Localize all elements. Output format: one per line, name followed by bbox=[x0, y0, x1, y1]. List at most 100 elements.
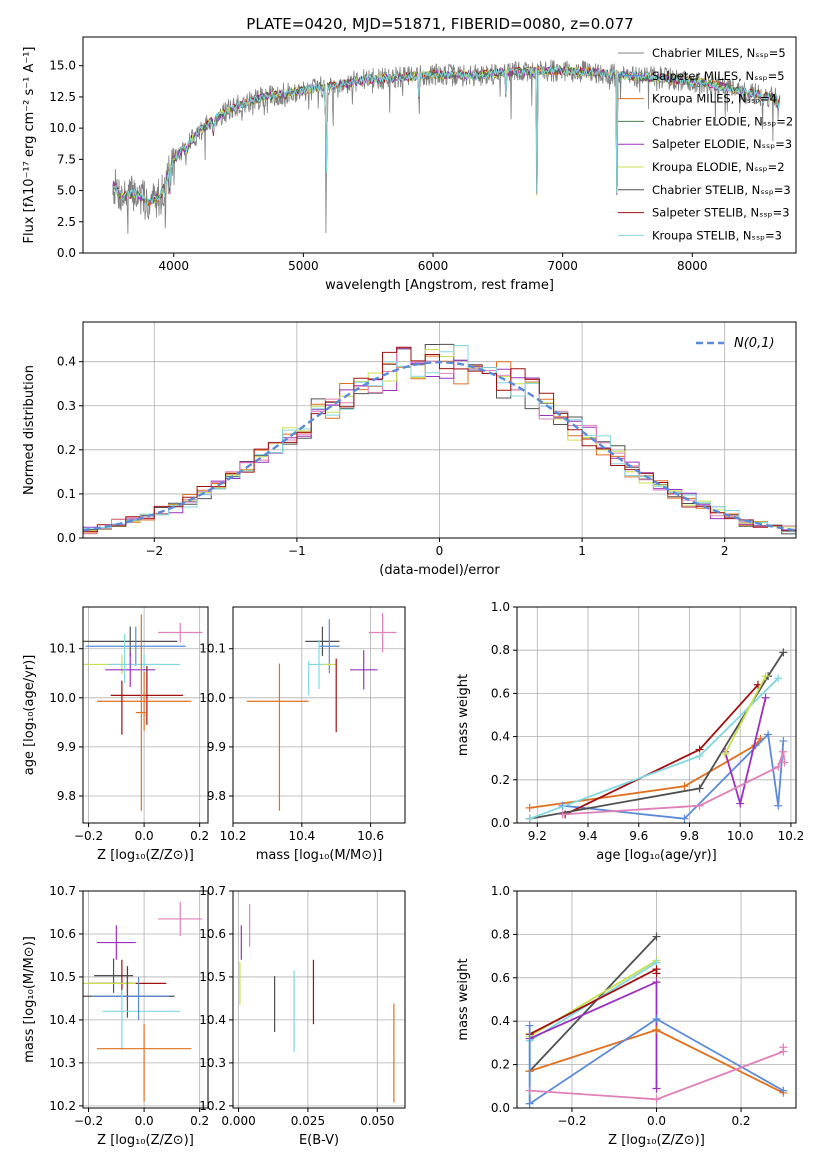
axes-frame bbox=[232, 606, 406, 824]
y-tick-label: 10.7 bbox=[49, 884, 76, 898]
y-tick-label: 10.0 bbox=[49, 121, 76, 135]
x-tick-label: 0.2 bbox=[731, 1114, 750, 1128]
weight-series-marker bbox=[764, 730, 773, 739]
weight-vs-metallicity-panel: −0.2 0.0 0.2 0.0 0.2 0.4 0.6 0.8 1.0 Z [log₁₀(Z/Z… bbox=[456, 884, 797, 1148]
x-tick-label: 0.2 bbox=[190, 1114, 209, 1128]
plot-background bbox=[83, 891, 208, 1108]
y-tick-label: 0.0 bbox=[57, 246, 76, 260]
x-tick-label: −0.2 bbox=[74, 1114, 103, 1128]
y-axis-label: mass [log₁₀(M/M⊙)] bbox=[22, 936, 37, 1063]
y-tick-label: 0.8 bbox=[491, 927, 510, 941]
weight-series-marker bbox=[779, 1043, 788, 1052]
weight-vs-age-panel: 9.2 9.4 9.6 9.8 10.0 10.2 0.0 0.2 0.4 0.6 0.8 1.0 ag… bbox=[456, 600, 804, 863]
y-tick-label: 0.0 bbox=[57, 531, 76, 545]
y-tick-label: 10.0 bbox=[49, 691, 76, 705]
x-tick-label: 5000 bbox=[288, 259, 319, 273]
residuals-panel: N(0,1) −2 −1 0 1 2 0.0 0.1 0.2 0.3 0.4 (data-model)… bbox=[22, 321, 797, 578]
x-tick-label: 9.6 bbox=[629, 829, 648, 843]
weight-series-line bbox=[529, 738, 762, 809]
legend-label: Chabrier STELIB, Nₛₛₚ=3 bbox=[652, 183, 791, 197]
x-tick-label: −2 bbox=[145, 544, 163, 558]
y-tick-label: 9.9 bbox=[57, 740, 76, 754]
weight-series-marker bbox=[525, 814, 534, 823]
y-tick-label: 0.4 bbox=[57, 355, 76, 369]
x-tick-label: 9.2 bbox=[528, 829, 547, 843]
weight-series-marker bbox=[761, 672, 770, 681]
weight-series-marker bbox=[695, 752, 704, 761]
y-tick-label: 10.2 bbox=[199, 1099, 226, 1113]
weight-series-marker bbox=[525, 803, 534, 812]
x-tick-label: 0.0 bbox=[647, 1114, 666, 1128]
weight-series-marker bbox=[652, 978, 661, 987]
x-axis-label: Z [log₁₀(Z/Z⊙)] bbox=[97, 848, 194, 863]
x-tick-label: 0.0 bbox=[135, 829, 154, 843]
x-tick-label: 1 bbox=[578, 544, 586, 558]
weight-series-line bbox=[529, 935, 658, 1072]
legend-label: Salpeter MILES, Nₛₛₚ=5 bbox=[652, 69, 785, 83]
gaussian-curve bbox=[83, 360, 796, 532]
x-axis-label: age [log₁₀(age/yr)] bbox=[596, 848, 717, 863]
plot-area bbox=[239, 903, 395, 1103]
weight-series-marker bbox=[652, 969, 661, 978]
plot-background bbox=[233, 607, 405, 823]
y-tick-label: 0.3 bbox=[57, 399, 76, 413]
plot-area bbox=[246, 612, 397, 811]
x-tick-label: −0.2 bbox=[557, 1114, 586, 1128]
weight-series-marker bbox=[779, 747, 788, 756]
y-tick-label: 10.2 bbox=[49, 1099, 76, 1113]
x-tick-label: 10.2 bbox=[778, 829, 805, 843]
plot-area bbox=[525, 932, 788, 1108]
y-tick-label: 10.7 bbox=[199, 884, 226, 898]
x-tick-label: 0.050 bbox=[360, 1114, 394, 1128]
weight-series-marker bbox=[652, 1015, 661, 1024]
y-tick-label: 10.6 bbox=[49, 927, 76, 941]
x-tick-label: 9.8 bbox=[680, 829, 699, 843]
weight-series-marker bbox=[652, 1084, 661, 1093]
plot-background bbox=[83, 607, 208, 823]
y-tick-label: 0.0 bbox=[491, 1101, 510, 1115]
x-tick-label: 10.2 bbox=[220, 829, 247, 843]
y-tick-label: 10.5 bbox=[49, 970, 76, 984]
weight-series-marker bbox=[652, 932, 661, 941]
weight-series-line bbox=[724, 675, 767, 755]
y-tick-label: 0.6 bbox=[491, 971, 510, 985]
y-tick-label: 1.0 bbox=[491, 600, 510, 614]
weight-series-marker bbox=[779, 736, 788, 745]
weight-series-marker bbox=[761, 693, 770, 702]
mass-vs-ebv-panel: 0.000 0.025 0.050 10.2 10.3 10.4 10.5 10.6 10.7 E… bbox=[199, 884, 406, 1148]
weight-series-marker bbox=[736, 799, 745, 808]
x-axis-label: E(B-V) bbox=[299, 1133, 339, 1148]
weight-series-marker bbox=[774, 762, 783, 771]
spectrum-model-line bbox=[112, 65, 781, 207]
y-tick-label: 10.3 bbox=[199, 1056, 226, 1070]
weight-series-marker bbox=[779, 648, 788, 657]
y-tick-label: 9.8 bbox=[57, 789, 76, 803]
age-vs-metallicity-panel: −0.2 0.0 0.2 9.8 9.9 10.0 10.1 Z [log₁₀(Z/Z⊙)] a… bbox=[22, 606, 209, 863]
plot-area bbox=[83, 343, 796, 538]
axes-frame bbox=[82, 606, 209, 824]
y-tick-label: 10.3 bbox=[49, 1056, 76, 1070]
x-tick-label: 8000 bbox=[677, 259, 708, 273]
y-axis-label: mass weight bbox=[456, 674, 471, 756]
y-tick-label: 2.5 bbox=[57, 215, 76, 229]
y-tick-label: 15.0 bbox=[49, 59, 76, 73]
weight-series-marker bbox=[695, 801, 704, 810]
y-axis-label: age [log₁₀(age/yr)] bbox=[22, 655, 37, 776]
legend-label: Chabrier ELODIE, Nₛₛₚ=2 bbox=[652, 114, 793, 128]
y-tick-label: 10.1 bbox=[199, 642, 226, 656]
spectrum-panel: Chabrier MILES, Nₛₛₚ=5 Salpeter MILES, Nₛ… bbox=[22, 36, 797, 293]
y-tick-label: 10.0 bbox=[199, 691, 226, 705]
x-tick-label: −0.2 bbox=[74, 829, 103, 843]
x-tick-label: 0 bbox=[436, 544, 444, 558]
weight-series-marker bbox=[774, 801, 783, 810]
y-tick-label: 0.4 bbox=[491, 1014, 510, 1028]
plot-area bbox=[112, 59, 781, 234]
weight-series-marker bbox=[652, 1025, 661, 1034]
y-tick-label: 0.2 bbox=[491, 773, 510, 787]
weight-series-marker bbox=[774, 674, 783, 683]
age-vs-mass-panel: 10.2 10.4 10.6 9.8 9.9 10.0 10.1 mass [log₁₀(M/… bbox=[199, 606, 406, 863]
x-axis-label: wavelength [Angstrom, rest frame] bbox=[325, 278, 554, 293]
weight-series-marker bbox=[780, 758, 789, 767]
weight-series-marker bbox=[695, 784, 704, 793]
